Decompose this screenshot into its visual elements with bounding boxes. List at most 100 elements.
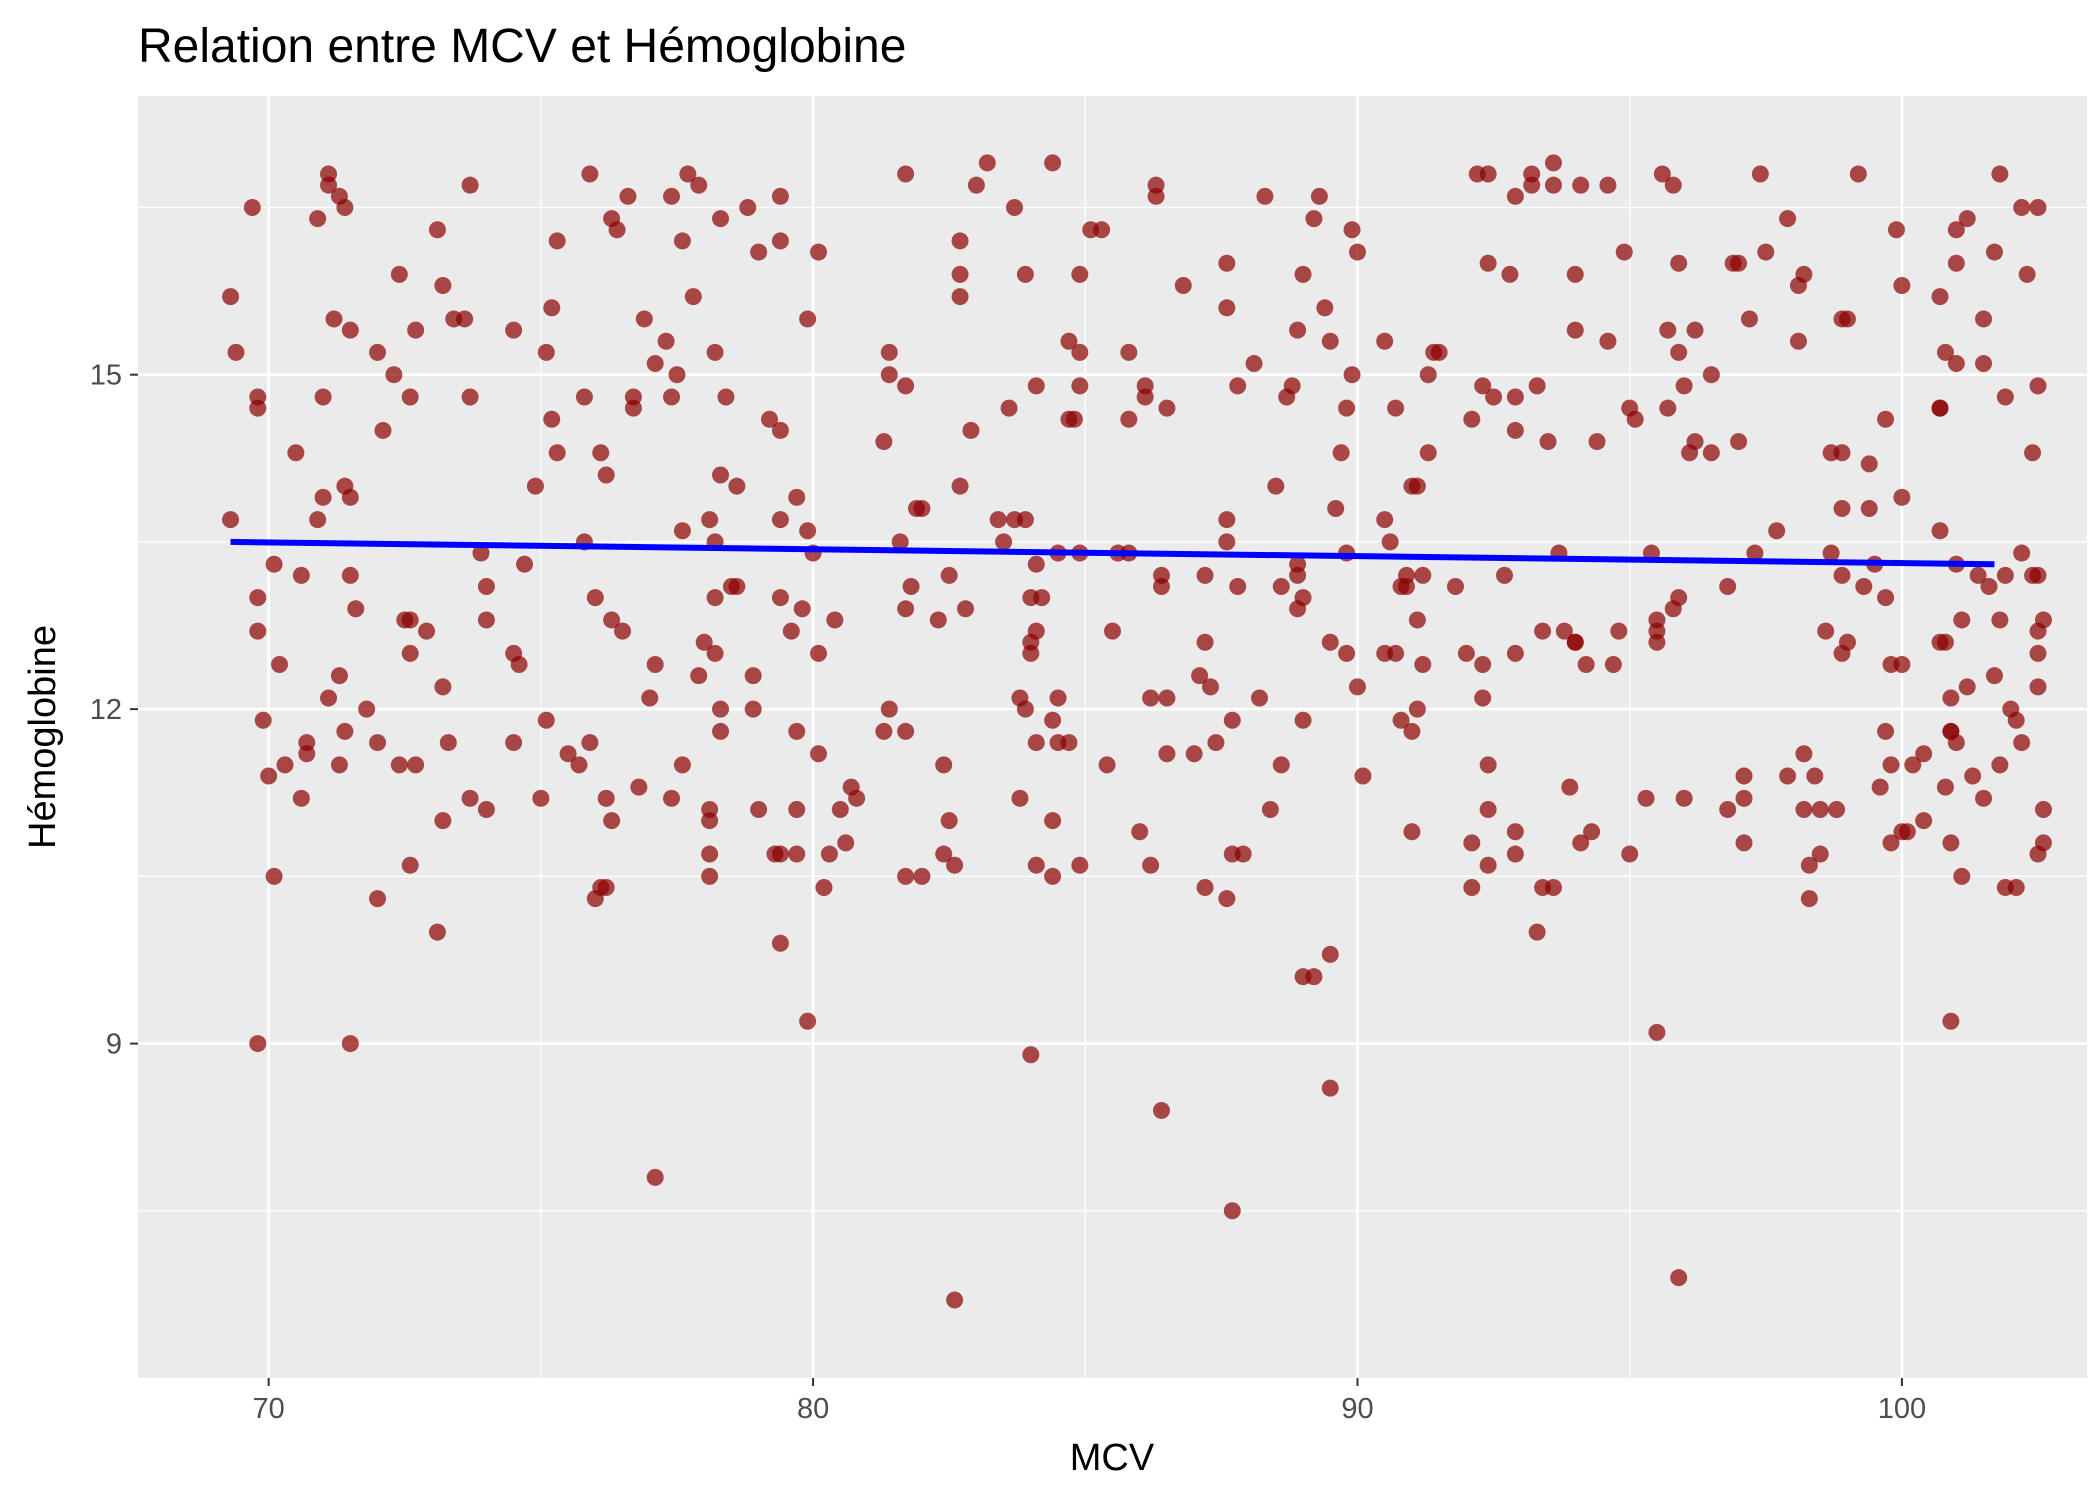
data-point: [374, 421, 392, 439]
data-point: [1065, 410, 1083, 428]
data-point: [1719, 800, 1737, 818]
data-point: [771, 934, 789, 952]
data-point: [1506, 823, 1524, 841]
data-point: [1033, 589, 1051, 607]
data-point: [1272, 756, 1290, 774]
data-point: [1234, 845, 1252, 863]
data-point: [1196, 566, 1214, 584]
data-point: [1142, 689, 1160, 707]
data-point: [1479, 800, 1497, 818]
data-point: [254, 711, 272, 729]
data-point: [271, 656, 289, 674]
data-point: [1289, 566, 1307, 584]
x-tick-label: 80: [797, 1393, 829, 1425]
plot-panel: [138, 96, 2087, 1378]
data-point: [1321, 332, 1339, 350]
data-point: [935, 756, 953, 774]
x-axis-title: MCV: [1070, 1437, 1155, 1479]
data-point: [428, 221, 446, 239]
data-point: [1044, 812, 1062, 830]
data-point: [592, 444, 610, 462]
data-point: [1044, 867, 1062, 885]
data-point: [265, 555, 283, 573]
data-point: [1185, 745, 1203, 763]
data-point: [1506, 644, 1524, 662]
data-point: [1267, 477, 1285, 495]
data-point: [1893, 488, 1911, 506]
data-point: [1387, 644, 1405, 662]
data-point: [646, 656, 664, 674]
data-point: [401, 611, 419, 629]
data-point: [526, 477, 544, 495]
data-point: [1305, 968, 1323, 986]
data-point: [1528, 923, 1546, 941]
data-point: [1534, 622, 1552, 640]
data-point: [1991, 756, 2009, 774]
data-point: [1544, 154, 1562, 172]
data-point: [1849, 165, 1867, 183]
data-point: [1044, 711, 1062, 729]
data-point: [1572, 176, 1590, 194]
data-point: [309, 511, 327, 529]
data-point: [1027, 555, 1045, 573]
data-point: [1403, 722, 1421, 740]
data-point: [967, 176, 985, 194]
data-point: [320, 689, 338, 707]
data-point: [472, 544, 490, 562]
data-point: [1479, 254, 1497, 272]
data-point: [831, 800, 849, 818]
data-point: [1599, 332, 1617, 350]
data-point: [227, 343, 245, 361]
data-point: [1191, 667, 1209, 685]
data-point: [1604, 656, 1622, 674]
data-point: [1376, 332, 1394, 350]
data-point: [788, 845, 806, 863]
data-point: [1795, 265, 1813, 283]
major-gridlines: [138, 96, 2087, 1378]
data-point: [978, 154, 996, 172]
data-point: [1348, 678, 1366, 696]
data-point: [1877, 589, 1895, 607]
data-point: [1958, 210, 1976, 228]
data-point: [1218, 533, 1236, 551]
data-point: [1795, 745, 1813, 763]
data-point: [1833, 499, 1851, 517]
data-point: [951, 288, 969, 306]
data-point: [2034, 834, 2052, 852]
data-point: [875, 433, 893, 451]
data-point: [537, 343, 555, 361]
data-point: [1071, 265, 1089, 283]
data-point: [341, 321, 359, 339]
data-point: [1495, 566, 1513, 584]
data-point: [309, 210, 327, 228]
data-point: [1419, 366, 1437, 384]
data-point: [1414, 566, 1432, 584]
data-point: [597, 878, 615, 896]
data-point: [951, 232, 969, 250]
data-point: [1463, 410, 1481, 428]
y-tick-label: 12: [90, 694, 122, 726]
data-point: [1757, 243, 1775, 261]
data-point: [243, 198, 261, 216]
x-tick-label: 100: [1878, 1393, 1926, 1425]
data-point: [875, 722, 893, 740]
data-point: [1506, 845, 1524, 863]
data-point: [1289, 321, 1307, 339]
data-point: [1626, 410, 1644, 428]
data-point: [848, 789, 866, 807]
data-point: [1702, 366, 1720, 384]
data-point: [1566, 321, 1584, 339]
data-point: [586, 589, 604, 607]
data-point: [1506, 388, 1524, 406]
data-point: [1544, 878, 1562, 896]
data-point: [1947, 734, 1965, 752]
data-point: [1158, 399, 1176, 417]
data-point: [761, 410, 779, 428]
data-point: [810, 745, 828, 763]
data-point: [1446, 578, 1464, 596]
data-point: [1996, 566, 2014, 584]
data-point: [1659, 399, 1677, 417]
data-point: [701, 845, 719, 863]
data-point: [1343, 366, 1361, 384]
